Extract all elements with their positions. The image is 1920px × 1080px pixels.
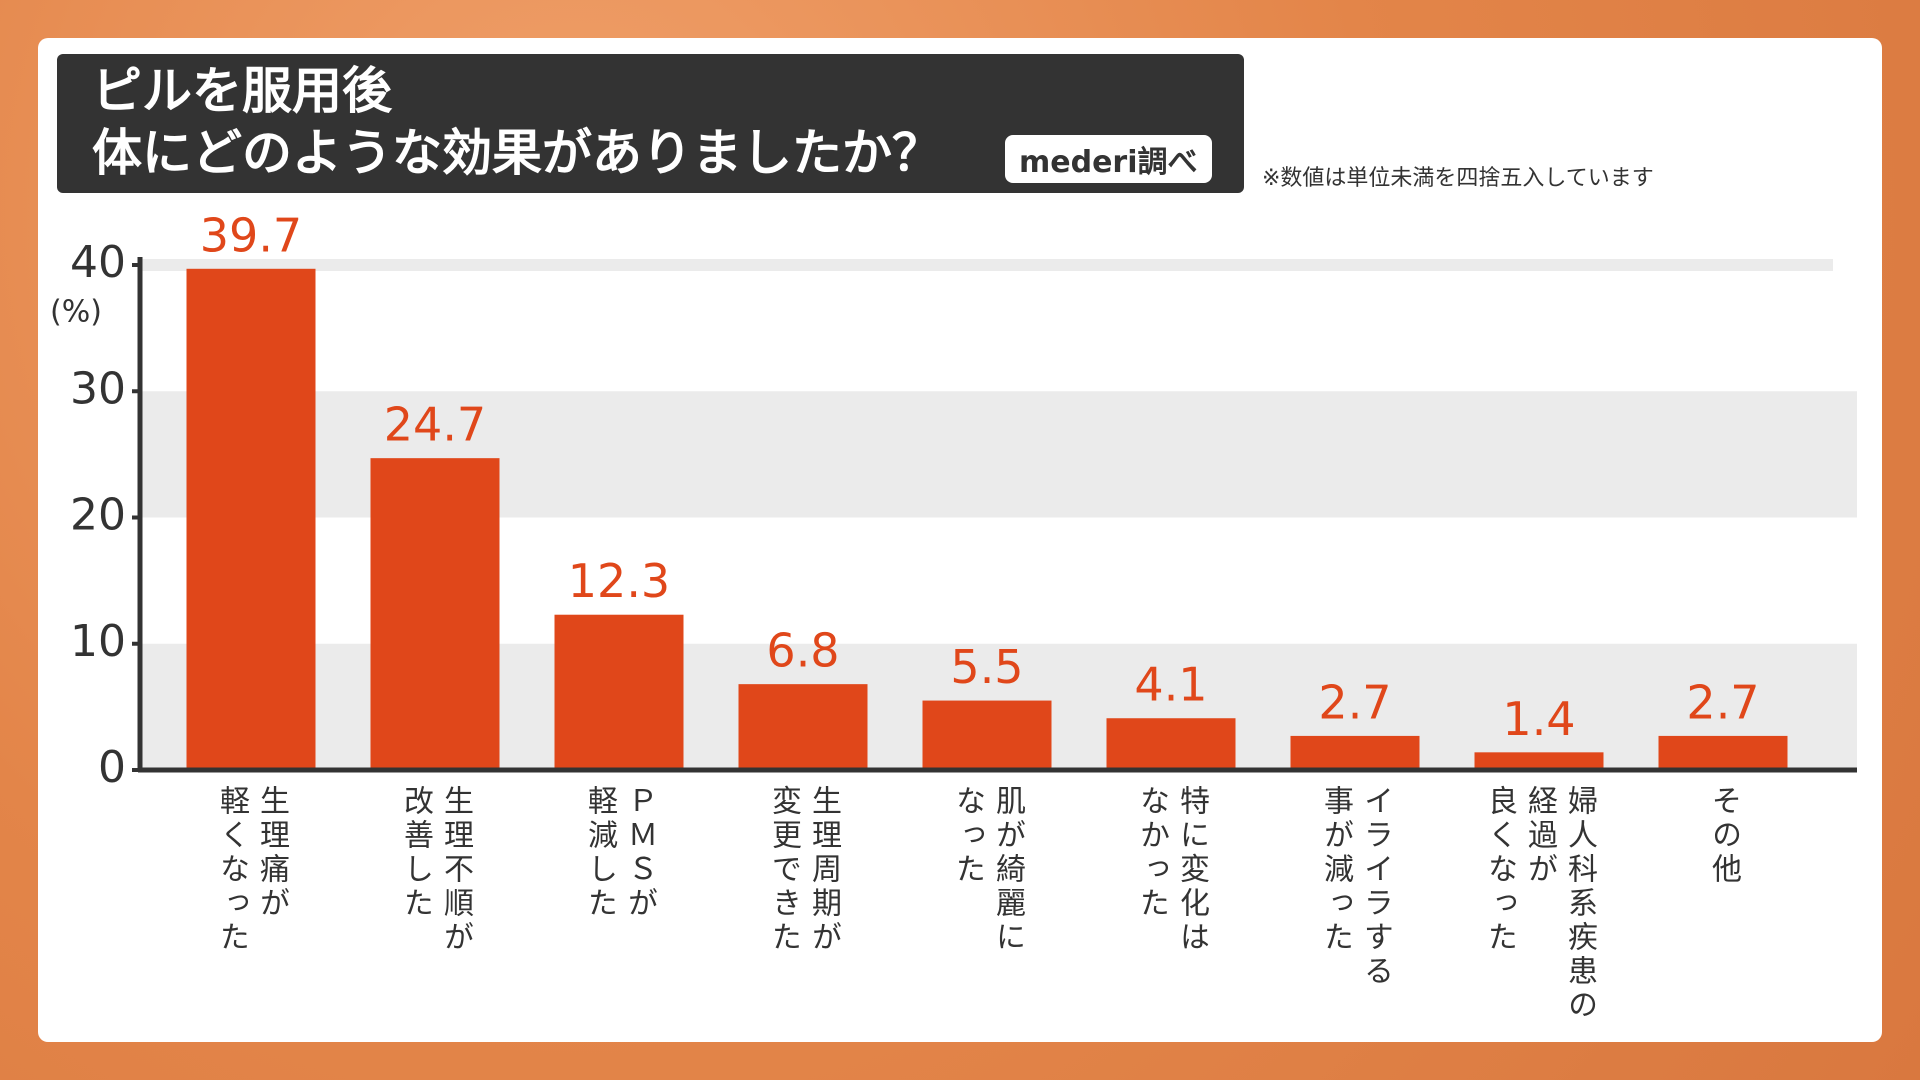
y-tick-label: 30 (70, 363, 126, 414)
x-tick-label: イライラする 事が減った (1318, 785, 1393, 989)
value-label: 1.4 (1502, 692, 1575, 746)
y-axis-label: (%) (50, 295, 102, 330)
x-tick-label: 生理痛が 軽くなった (214, 785, 289, 955)
x-tick-label: その他 (1706, 785, 1741, 887)
y-tick-label: 20 (70, 490, 126, 541)
x-tick-label: 肌が綺麗に なった (950, 785, 1025, 955)
x-tick-label: 特に変化は なかった (1134, 785, 1209, 955)
value-label: 39.7 (200, 208, 302, 262)
bar (370, 458, 500, 770)
bar (1106, 718, 1236, 770)
chart-title: ピルを服用後 体にどのような効果がありましたか？ (92, 62, 942, 182)
x-tick-label: ＰＭＳが 軽減した (582, 785, 657, 921)
bar (1290, 735, 1420, 770)
value-label: 4.1 (1134, 658, 1207, 712)
card (38, 38, 1882, 1042)
source-badge: mederi調べ (1005, 135, 1212, 183)
x-tick-label: 生理周期が 変更できた (766, 785, 841, 955)
bar (738, 684, 868, 770)
value-label: 2.7 (1686, 675, 1759, 729)
x-tick-label: 生理不順が 改善した (398, 785, 473, 955)
y-tick-label: 40 (70, 237, 126, 288)
value-label: 12.3 (568, 554, 670, 608)
bar (186, 268, 316, 770)
y-tick-label: 10 (70, 616, 126, 667)
value-label: 2.7 (1318, 675, 1391, 729)
value-label: 5.5 (950, 640, 1023, 694)
bar (922, 700, 1052, 770)
note: ※数値は単位未満を四捨五入しています (1262, 166, 1654, 191)
value-label: 24.7 (384, 398, 486, 452)
bar (554, 614, 684, 770)
bar (1658, 735, 1788, 770)
bar (1474, 752, 1604, 770)
x-tick-label: 婦人科系疾患の 経過が 良くなった (1482, 785, 1597, 1023)
value-label: 6.8 (766, 624, 839, 678)
y-tick-label: 0 (98, 742, 126, 793)
